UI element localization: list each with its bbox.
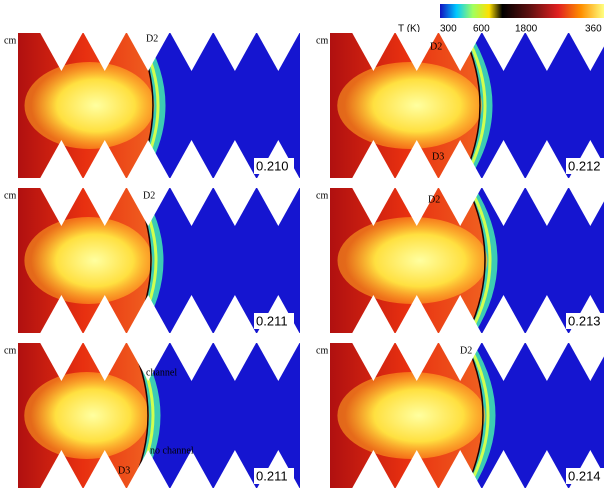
time-label: 0.210 — [256, 158, 289, 173]
flame-core — [24, 217, 152, 304]
panel: 0.210 cm D2 — [4, 32, 343, 179]
axis-unit: cm — [4, 35, 16, 46]
annotation: D2 — [460, 345, 472, 356]
figure: T (K)30060018003600.210cmD20.212cmD2D30.… — [0, 0, 604, 490]
annotation: D3 — [118, 465, 130, 476]
panel: 0.211 cm D2 — [4, 187, 343, 334]
flame-core — [24, 372, 149, 459]
time-label: 0.214 — [568, 468, 601, 483]
flame-core — [25, 62, 155, 149]
flame-core — [337, 372, 485, 459]
page: T (K)30060018003600.210cmD20.212cmD2D30.… — [0, 0, 604, 490]
panel: 0.214 cm D2 — [316, 342, 604, 489]
flame-core — [337, 62, 482, 149]
time-label: 0.211 — [256, 468, 288, 483]
axis-unit: cm — [316, 345, 328, 356]
flame-core — [338, 217, 488, 304]
axis-unit: cm — [316, 35, 328, 46]
panel: 0.211 cm channel no channel D3 — [4, 342, 343, 489]
time-label: 0.211 — [256, 313, 288, 328]
time-label: 0.212 — [568, 158, 601, 173]
panel: 0.213 cm D2 — [316, 187, 604, 334]
annotation: D2 — [143, 190, 155, 201]
colorbar — [440, 4, 604, 18]
annotation: D2 — [430, 41, 442, 52]
annotation: D3 — [432, 151, 444, 162]
time-label: 0.213 — [568, 313, 601, 328]
axis-unit: cm — [316, 190, 328, 201]
axis-unit: cm — [4, 190, 16, 201]
annotation: no channel — [150, 445, 194, 456]
panel: 0.212 cm D2 D3 — [316, 32, 604, 179]
annotation: channel — [146, 367, 177, 378]
axis-unit: cm — [4, 345, 16, 356]
annotation: D2 — [146, 33, 158, 44]
annotation: D2 — [428, 194, 440, 205]
